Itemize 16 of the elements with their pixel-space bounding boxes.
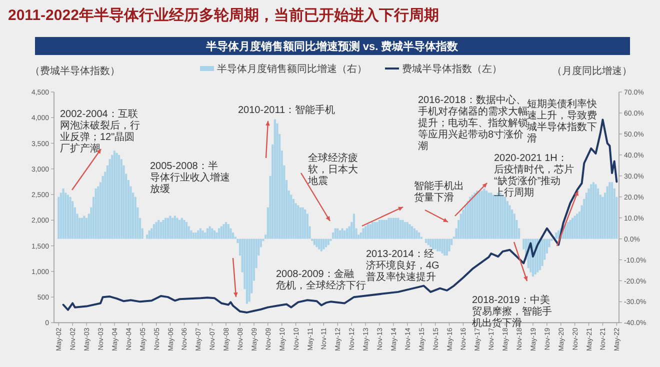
annotation: 2008-2009：金融危机，全球经济下行 (276, 268, 366, 292)
annotation: 2013-2014：经济环境良好，4G普及率快速提升 (366, 248, 440, 283)
legend-label: 半导体月度销售额同比增速（右） (217, 63, 367, 75)
annotation: 短期美债利率快速上升，导致费城半导体指数下滑 (526, 98, 597, 144)
legend-label: 费城半导体指数（左） (402, 63, 502, 75)
annotation: 2016-2018：数据中心、手机对存储器的需求大幅提升；电动车、指纹解锁等应用兴起带动8寸涨价潮 (418, 94, 528, 152)
annotation: 2020-2021 1H：后疫情时代，芯片“缺货涨价”推动上行周期 (494, 153, 574, 198)
chart-subtitle: 半导体月度销售额同比增速预测 vs. 费城半导体指数 (204, 40, 460, 53)
chart-title: 2011-2022年半导体行业经历多轮周期，当前已开始进入下行周期 (8, 7, 439, 24)
annotation: 2010-2011：智能手机 (238, 104, 336, 116)
annotation: 2005-2008：半导体行业收入增速放缓 (150, 160, 230, 195)
annotation: 2018-2019：中美贸易摩擦，智能手机出货下滑 (472, 294, 552, 329)
y-axis-title: （费城半导体指数） (30, 65, 120, 77)
annotation: 智能手机出货量下滑 (414, 180, 464, 204)
y2-axis-title: （月度同比增速） (552, 65, 632, 77)
annotation: 全球经济疲软，日本大地震 (307, 152, 358, 187)
